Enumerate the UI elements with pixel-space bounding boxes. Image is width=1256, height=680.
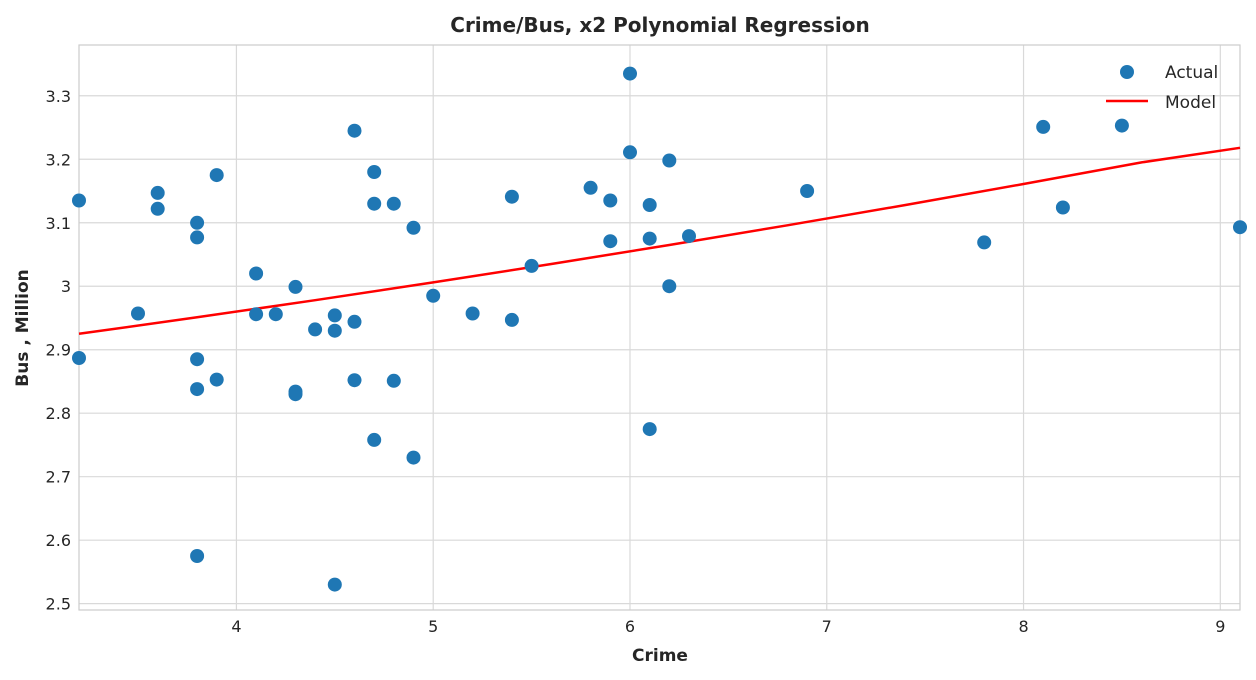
x-axis-label: Crime [632,646,688,666]
chart-title: Crime/Bus, x2 Polynomial Regression [450,13,869,37]
legend: Actual Model [1106,63,1218,113]
data-point [327,577,342,592]
data-point [367,165,382,179]
actual-points [72,66,1247,592]
data-point [800,184,815,198]
legend-marker-actual [1120,65,1134,79]
data-point [662,153,677,168]
data-point [367,196,382,211]
data-point [190,382,205,397]
data-point [288,387,303,402]
data-point [504,312,519,327]
x-tick-labels: 4 5 6 7 8 9 [231,617,1225,636]
data-point [603,193,618,208]
y-tick-label: 3.1 [46,214,71,233]
data-point [386,373,401,388]
y-tick-label: 3.2 [46,150,71,169]
data-point [347,373,362,388]
y-tick-label: 3.3 [46,87,71,106]
x-tick-label: 8 [1018,617,1028,636]
y-tick-label: 2.8 [46,404,71,423]
data-point [1233,220,1247,235]
data-point [1114,118,1129,133]
y-tick-labels: 2.5 2.6 2.7 2.8 2.9 3 3.1 3.2 3.3 [46,87,71,614]
x-tick-label: 6 [625,617,635,636]
x-tick-label: 7 [822,617,832,636]
data-point [406,220,421,235]
data-point [72,193,86,208]
data-point [386,196,401,211]
y-axis-label: Bus , Million [13,269,33,386]
data-point [347,123,362,138]
model-regression-line [78,146,1241,336]
data-point [209,168,224,183]
y-tick-label: 2.5 [46,595,71,614]
data-point [426,288,441,303]
data-point [367,432,382,447]
y-tick-label: 2.9 [46,341,71,360]
data-point [190,215,205,230]
data-point [72,351,86,365]
data-point [603,234,618,249]
data-point [327,308,342,323]
model-line [78,146,1241,336]
data-point [249,266,264,281]
data-point [150,185,165,200]
data-point [308,322,323,337]
data-point [327,323,342,338]
legend-label-model: Model [1165,93,1216,113]
plot-area-frame [78,44,1241,611]
y-tick-label: 3 [61,277,71,296]
data-point [190,352,205,367]
data-point [977,235,992,250]
data-point [190,230,205,245]
data-point [209,372,224,387]
data-point [268,307,283,322]
data-point [406,450,421,465]
x-tick-label: 5 [428,617,438,636]
data-point [682,229,696,244]
data-point [642,422,657,437]
data-point [347,314,362,329]
legend-label-actual: Actual [1165,63,1218,83]
data-point [642,198,657,212]
data-point [288,279,303,294]
y-tick-label: 2.6 [46,531,71,550]
grid [79,45,1240,610]
data-point [504,189,519,204]
data-point [150,201,165,216]
data-point [249,307,264,322]
y-tick-label: 2.7 [46,468,71,487]
data-point [1036,119,1051,134]
data-point [623,66,637,81]
data-point [131,306,145,321]
data-point [583,180,598,195]
x-tick-label: 9 [1215,617,1225,636]
data-point [465,306,480,321]
data-point [642,231,657,246]
data-point [623,145,637,160]
data-point [1055,200,1070,215]
x-tick-label: 4 [231,617,241,636]
data-point [524,258,539,273]
data-point [662,279,677,294]
data-point [190,549,205,563]
